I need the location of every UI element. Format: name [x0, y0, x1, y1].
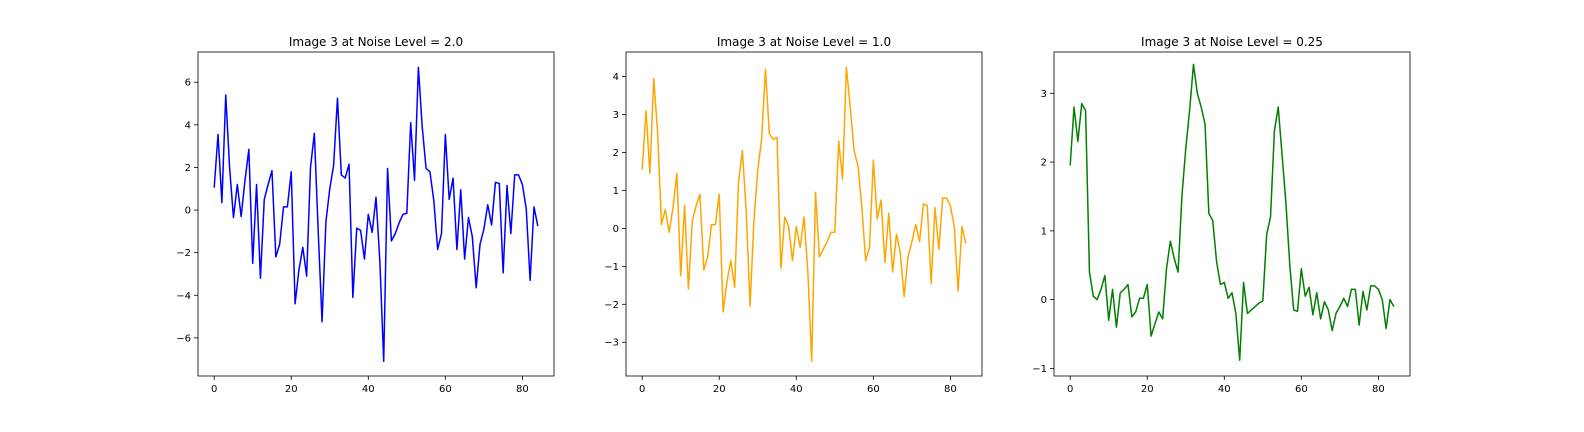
- x-tick-label: 0: [639, 384, 645, 395]
- x-tick-label: 60: [1295, 384, 1308, 395]
- y-tick-label: −2: [604, 300, 619, 311]
- x-tick-label: 60: [867, 384, 880, 395]
- y-tick-label: 2: [185, 163, 191, 174]
- series-line: [1069, 63, 1395, 361]
- y-tick-label: 2: [613, 148, 619, 159]
- series-line: [213, 66, 539, 363]
- chart-title: Image 3 at Noise Level = 2.0: [289, 35, 463, 49]
- series-line: [641, 66, 967, 362]
- x-tick-label: 40: [1218, 384, 1231, 395]
- subplot-2: Image 3 at Noise Level = 1.0 0 20 40 60 80−3…: [604, 35, 983, 395]
- y-tick-label: −4: [176, 291, 191, 302]
- x-tick-label: 60: [439, 384, 452, 395]
- y-tick-label: −3: [604, 338, 619, 349]
- axes-frame: [1053, 51, 1411, 377]
- y-tick-label: −2: [176, 248, 191, 259]
- y-tick-label: 1: [613, 186, 619, 197]
- x-tick-label: 80: [944, 384, 957, 395]
- y-tick-label: −1: [604, 262, 619, 273]
- y-tick-label: 1: [1041, 226, 1047, 237]
- x-tick-label: 20: [1141, 384, 1154, 395]
- y-tick-label: 4: [613, 72, 619, 83]
- y-tick-label: 0: [1041, 295, 1047, 306]
- axes-frame: [625, 51, 983, 377]
- x-tick-label: 0: [211, 384, 217, 395]
- y-tick-label: 0: [185, 206, 191, 217]
- chart-title: Image 3 at Noise Level = 1.0: [717, 35, 891, 49]
- x-tick-label: 0: [1067, 384, 1073, 395]
- y-tick-label: 3: [1041, 89, 1047, 100]
- x-tick-label: 40: [790, 384, 803, 395]
- y-tick-label: 6: [185, 78, 191, 89]
- y-tick-label: −1: [1032, 364, 1047, 375]
- y-tick-label: 3: [613, 110, 619, 121]
- y-tick-label: 0: [613, 224, 619, 235]
- x-tick-label: 20: [285, 384, 298, 395]
- x-tick-label: 40: [362, 384, 375, 395]
- x-tick-label: 80: [1372, 384, 1385, 395]
- x-tick-label: 80: [516, 384, 529, 395]
- subplot-1: Image 3 at Noise Level = 2.0 0 20 40 60 80−6…: [176, 35, 555, 395]
- chart-title: Image 3 at Noise Level = 0.25: [1141, 35, 1323, 49]
- y-tick-label: 2: [1041, 158, 1047, 169]
- y-tick-label: −6: [176, 333, 191, 344]
- y-tick-label: 4: [185, 120, 191, 131]
- x-tick-label: 20: [713, 384, 726, 395]
- axes-frame: [197, 51, 555, 377]
- subplot-3: Image 3 at Noise Level = 0.25 0 20 40 60 80−…: [1032, 35, 1411, 395]
